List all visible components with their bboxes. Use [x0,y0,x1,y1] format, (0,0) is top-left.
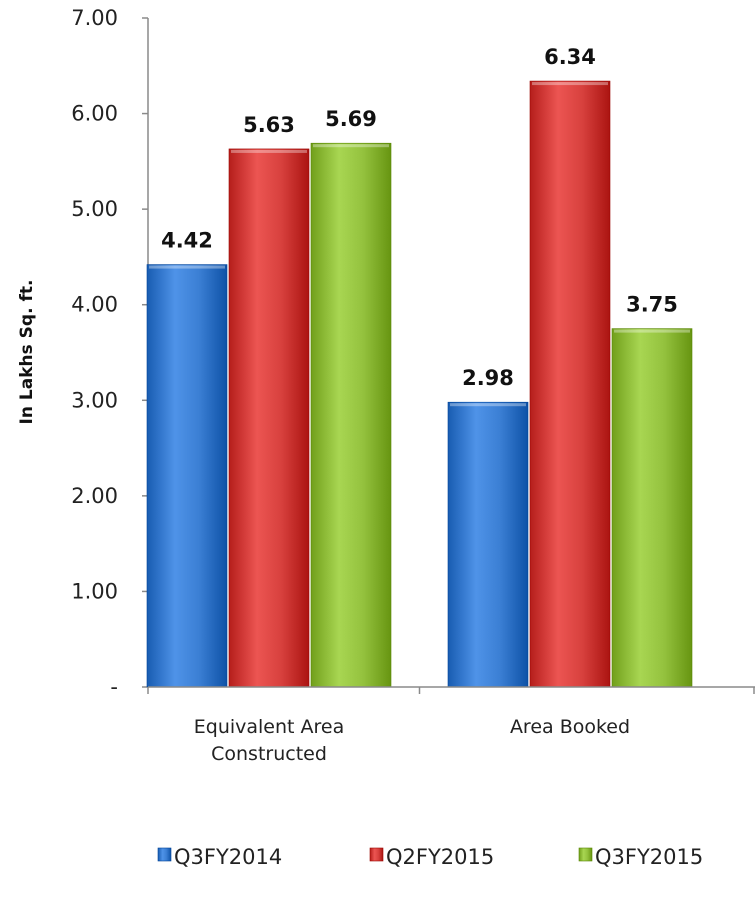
bars: 4.42 5.63 5.69 2.98 6.34 3.75 [146,45,693,688]
data-label: 5.63 [243,113,295,137]
y-tick-label: 6.00 [71,102,118,126]
y-tick-label: 4.00 [71,293,118,317]
legend: Q3FY2014 Q2FY2015 Q3FY2015 [157,845,703,869]
legend-label-q3fy2015: Q3FY2015 [595,845,703,869]
y-tick-label: - [110,675,118,699]
data-label: 6.34 [544,45,596,69]
bar-q3fy2014-equivalent-area-constructed [146,264,228,688]
y-tick-label: 1.00 [71,579,118,603]
y-axis-label: In Lakhs Sq. ft. [17,280,37,425]
bar-highlight [313,144,389,148]
data-label: 3.75 [626,293,678,317]
bar-q3fy2015-equivalent-area-constructed [310,142,392,688]
bar-q2fy2015-area-booked [529,80,611,688]
y-tick-label: 7.00 [71,6,118,30]
legend-swatch-q3fy2014 [157,847,172,862]
bar-q3fy2014-area-booked [447,401,529,688]
legend-label-q2fy2015: Q2FY2015 [386,845,494,869]
y-tick-label: 5.00 [71,197,118,221]
data-label: 2.98 [462,366,514,390]
data-label: 4.42 [161,229,213,253]
bar-highlight [149,265,225,269]
bar-highlight [532,82,608,86]
bar-q3fy2015-area-booked [611,328,693,688]
bar-highlight [231,149,307,153]
x-axis: Equivalent Area Constructed Area Booked [147,686,755,765]
data-label: 5.69 [325,107,377,131]
legend-label-q3fy2014: Q3FY2014 [174,845,282,869]
legend-swatch-q2fy2015 [369,847,384,862]
bar-highlight [614,329,690,333]
bar-highlight [450,403,526,407]
y-axis: - 1.00 2.00 3.00 4.00 5.00 6.00 7.00 [71,6,149,699]
y-tick-label: 2.00 [71,484,118,508]
bar-q2fy2015-equivalent-area-constructed [228,148,310,688]
x-category-label: Area Booked [510,716,630,738]
y-tick-label: 3.00 [71,388,118,412]
x-category-label: Equivalent Area Constructed [194,716,345,765]
legend-swatch-q3fy2015 [578,847,593,862]
